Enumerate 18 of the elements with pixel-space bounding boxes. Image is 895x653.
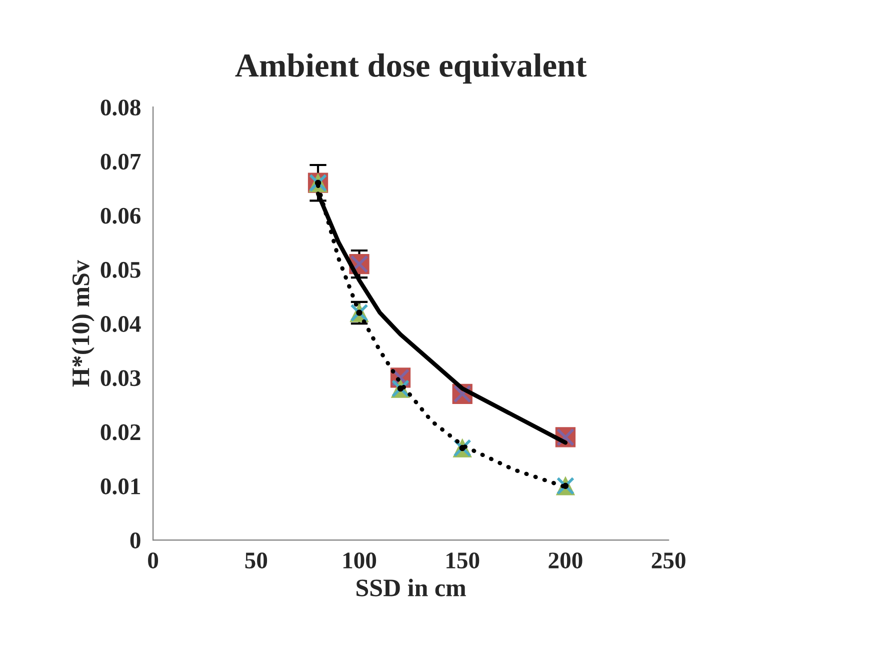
y-tick-label: 0.03 [100, 370, 140, 386]
y-tick-label: 0.07 [100, 154, 141, 170]
y-tick-label: 0.02 [100, 424, 140, 440]
y-tick-label: 0 [130, 532, 140, 548]
x-tick-label: 100 [343, 552, 376, 568]
chart-title: Ambient dose equivalent [235, 53, 587, 84]
y-tick-label: 0.05 [100, 262, 140, 278]
y-tick-label: 0.04 [100, 316, 141, 332]
y-tick-label: 0.08 [100, 100, 140, 116]
x-axis-title: SSD in cm [356, 578, 466, 596]
y-tick-label: 0.01 [100, 478, 140, 494]
x-tick-label: 50 [245, 552, 268, 568]
x-tick-label: 250 [652, 552, 686, 568]
y-axis-title: H*(10) mSv [72, 260, 94, 387]
y-tick-label: 0.06 [100, 208, 141, 224]
x-tick-label: 150 [446, 552, 480, 568]
x-tick-label: 0 [148, 552, 158, 568]
x-tick-label: 200 [548, 552, 582, 568]
